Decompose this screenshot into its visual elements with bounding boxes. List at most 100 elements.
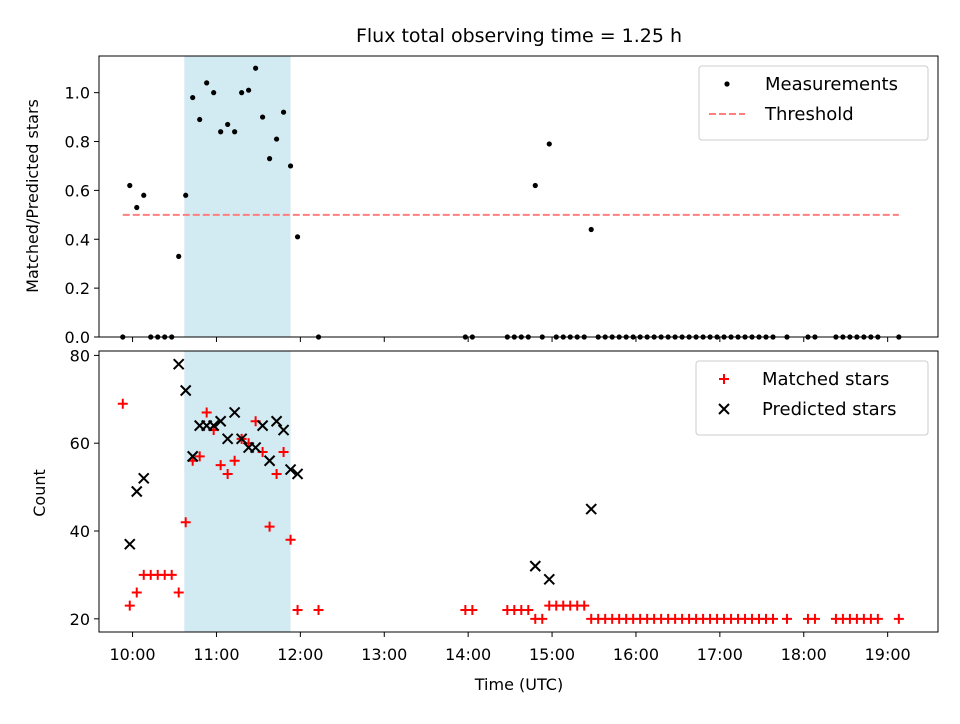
predicted-stars-point (172, 358, 185, 370)
predicted-stars-point (263, 455, 276, 467)
legend-label: Predicted stars (762, 399, 896, 420)
measurements-point (253, 65, 259, 71)
x-axis-label: Time (UTC) (474, 675, 563, 694)
bottom-panel-frame (98, 350, 939, 633)
bottom-panel-y-tick-label: 20 (70, 610, 90, 629)
matched-stars-point (229, 455, 240, 466)
measurements-point (211, 90, 217, 96)
matched-stars-point (781, 613, 792, 624)
matched-stars-point (278, 446, 289, 457)
x-tick-label: 18:00 (781, 645, 827, 664)
matched-stars-point (893, 613, 904, 624)
bottom-panel-y-tick-label: 80 (70, 346, 90, 365)
measurements-point (294, 234, 301, 240)
matched-stars-series (117, 398, 904, 624)
matched-stars-point (194, 451, 205, 462)
matched-stars-point (872, 613, 883, 624)
predicted-stars-point (249, 441, 262, 454)
matched-stars-point (271, 468, 282, 479)
predicted-stars-point (124, 538, 136, 550)
matched-stars-point (313, 605, 324, 616)
matched-stars-point (292, 605, 303, 616)
matched-stars-point (523, 605, 534, 616)
predicted-stars-point (179, 384, 192, 397)
measurements-point (287, 163, 294, 169)
top-panel-y-tick-label: 0.4 (65, 230, 90, 249)
predicted-stars-point (529, 560, 541, 572)
measurements-point (218, 129, 224, 135)
matched-stars-point (215, 460, 226, 471)
predicted-stars-point (131, 485, 143, 498)
legend-label: Matched stars (762, 369, 889, 390)
measurements-point (183, 192, 189, 198)
predicted-stars-point (284, 463, 297, 476)
legend-swatch (718, 403, 730, 415)
measurements-point (239, 90, 245, 96)
measurements-point (246, 87, 252, 93)
predicted-stars-point (585, 503, 597, 515)
legend-label: Measurements (765, 74, 898, 95)
predicted-stars-point (277, 424, 290, 436)
measurements-point (141, 192, 147, 198)
matched-stars-point (809, 613, 820, 624)
matched-stars-point (222, 468, 233, 479)
matched-stars-point (180, 517, 191, 528)
predicted-stars-point (270, 415, 283, 427)
x-tick-label: 11:00 (193, 645, 239, 664)
x-tick-label: 19:00 (865, 645, 911, 664)
predicted-stars-series (124, 358, 597, 586)
legend-swatch (719, 374, 729, 384)
top-panel-y-tick-label: 0.6 (65, 181, 90, 200)
matched-stars-point (173, 587, 184, 598)
measurements-point (190, 94, 196, 101)
matched-stars-point (579, 600, 590, 611)
measurements-point (197, 116, 203, 123)
x-tick-label: 12:00 (277, 645, 323, 664)
predicted-stars-point (235, 433, 248, 445)
matched-stars-point (537, 613, 548, 624)
chart-title: Flux total observing time = 1.25 h (356, 25, 682, 47)
top-panel: 0.0 0.2 0.4 0.6 0.8 1.0 Measurements Threshold (65, 55, 939, 347)
predicted-stars-point (207, 419, 220, 432)
top-panel-highlight-span (184, 56, 291, 337)
legend-swatch (724, 81, 730, 87)
predicted-stars-point (214, 415, 227, 427)
predicted-stars-point (256, 419, 269, 432)
matched-stars-point (201, 407, 212, 418)
matched-stars-point (467, 605, 478, 616)
bottom-panel-y-tick-label: 40 (70, 522, 90, 541)
top-panel-y-tick-label: 1.0 (65, 84, 90, 103)
bottom-panel-legend-box (695, 360, 929, 436)
predicted-stars-point (228, 406, 241, 419)
matched-stars-point (767, 613, 778, 624)
matched-stars-point (117, 398, 128, 409)
measurements-point (204, 80, 210, 86)
measurements-point (225, 121, 231, 128)
top-panel-y-tick-label: 0.2 (65, 279, 90, 298)
measurements-point (588, 226, 594, 233)
x-tick-label: 17:00 (697, 645, 743, 664)
measurements-point (273, 136, 280, 142)
x-tick-label: 10:00 (110, 645, 156, 664)
matched-stars-point (166, 569, 177, 580)
measurements-point (232, 129, 238, 135)
measurements-point (266, 156, 273, 162)
top-panel-y-tick-label: 0.8 (65, 133, 90, 152)
bottom-panel: 20 40 60 80 10:00 11:00 12:00 13:00 14:00 15:00 16… (70, 346, 939, 664)
matched-stars-point (124, 600, 135, 611)
bottom-panel-highlight-span (184, 351, 291, 632)
measurements-point (546, 141, 552, 147)
measurements-point (280, 109, 287, 115)
top-panel-legend-box (698, 65, 929, 141)
matched-stars-point (285, 534, 296, 545)
predicted-stars-point (291, 468, 304, 480)
bottom-panel-y-axis-label: Count (30, 469, 49, 517)
matched-stars-point (264, 521, 275, 532)
predicted-stars-point (186, 450, 199, 463)
top-panel-frame (98, 55, 939, 338)
bottom-panel-y-tick-label: 60 (70, 434, 90, 453)
x-tick-label: 14:00 (445, 645, 491, 664)
measurements-point (260, 114, 266, 120)
matched-stars-point (131, 587, 142, 598)
